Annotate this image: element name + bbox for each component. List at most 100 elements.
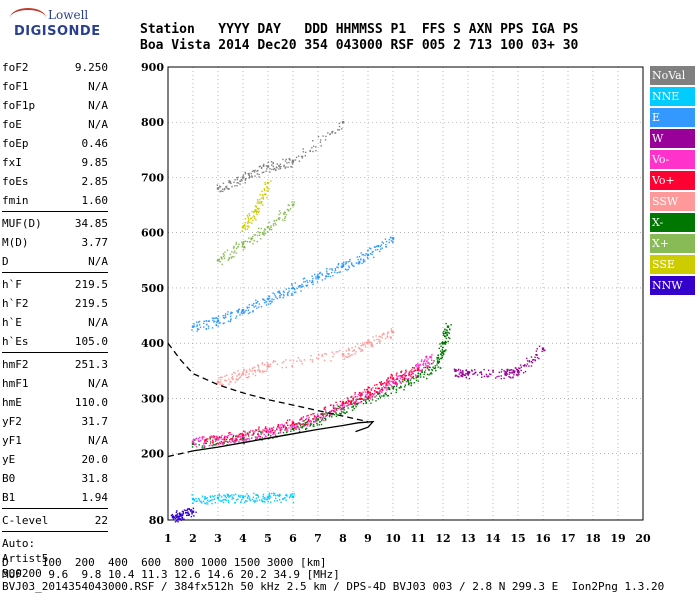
echo-dot — [487, 369, 490, 372]
echo-dot — [191, 494, 193, 496]
echo-dot — [176, 510, 178, 512]
echo-dot — [386, 382, 389, 384]
echo-dot — [213, 317, 215, 320]
echo-dot — [223, 255, 225, 258]
echo-dot — [283, 165, 285, 168]
echo-dot — [225, 436, 227, 438]
echo-dot — [336, 404, 338, 406]
x-tick-label: 20 — [635, 532, 651, 545]
echo-dot — [198, 320, 201, 323]
echo-dot — [217, 494, 219, 497]
echo-dot — [281, 424, 283, 426]
echo-dot — [413, 367, 415, 369]
echo-dot — [370, 402, 372, 404]
header-value-date: 2014 Dec20 — [218, 38, 297, 53]
echo-dot — [252, 373, 254, 375]
echo-dot — [273, 167, 276, 170]
echo-dot — [483, 375, 486, 378]
echo-dot — [447, 340, 449, 343]
echo-dot — [234, 437, 237, 440]
echo-dot — [342, 261, 345, 264]
echo-dot — [321, 273, 323, 275]
echo-dot — [265, 301, 268, 303]
param-key: fmin — [2, 194, 29, 207]
echo-dot — [223, 322, 225, 324]
echo-dot — [304, 428, 307, 431]
echo-dot — [195, 321, 198, 323]
echo-dot — [357, 258, 359, 261]
echo-dot — [371, 396, 373, 398]
echo-dot — [353, 265, 355, 267]
echo-dot — [269, 300, 272, 302]
header-label-axn: AXN — [468, 22, 493, 37]
echo-dot — [304, 423, 307, 425]
echo-dot — [378, 381, 381, 384]
echo-dot — [370, 342, 372, 344]
echo-dot — [492, 371, 494, 373]
echo-dot — [255, 437, 257, 439]
echo-dot — [402, 380, 404, 383]
echo-dot — [410, 381, 412, 384]
echo-dot — [338, 406, 341, 408]
echo-dot — [258, 306, 260, 308]
echo-dot — [255, 497, 258, 499]
echo-dot — [251, 237, 253, 240]
echo-dot — [222, 438, 224, 441]
echo-dot — [310, 281, 313, 284]
echo-dot — [371, 399, 374, 401]
echo-dot — [274, 222, 276, 225]
x-tick-label: 10 — [385, 532, 401, 545]
echo-dot — [375, 245, 378, 248]
echo-dot — [444, 332, 447, 335]
header-label-p1: P1 — [390, 22, 407, 37]
x-tick-label: 15 — [510, 532, 525, 545]
echo-dot — [442, 343, 444, 345]
echo-dot — [379, 392, 381, 395]
echo-dot — [237, 374, 240, 376]
echo-dot — [241, 439, 244, 442]
data-point — [266, 297, 270, 301]
echo-dot — [367, 386, 369, 388]
echo-dot — [222, 190, 224, 193]
echo-dot — [286, 429, 288, 431]
echo-dot — [243, 501, 246, 503]
echo-dot — [275, 166, 278, 168]
echo-dot — [346, 397, 349, 399]
echo-dot — [355, 400, 357, 403]
echo-dot — [288, 427, 290, 429]
divider — [2, 531, 108, 532]
echo-dot — [231, 256, 234, 258]
echo-dot — [248, 174, 250, 176]
echo-dot — [244, 179, 247, 181]
echo-dot — [225, 379, 227, 382]
echo-dot — [210, 499, 213, 501]
echo-dot — [328, 415, 331, 418]
echo-dot — [378, 342, 381, 344]
echo-dot — [232, 247, 235, 249]
echo-dot — [284, 217, 286, 219]
echo-dot — [242, 309, 245, 312]
echo-dot — [248, 499, 251, 501]
echo-dot — [286, 209, 289, 211]
divider — [2, 508, 108, 509]
echo-dot — [334, 269, 337, 271]
y-tick-label: 900 — [141, 61, 164, 74]
echo-dot — [438, 360, 441, 363]
echo-dot — [417, 364, 419, 366]
echo-dot — [364, 254, 366, 257]
echo-dot — [271, 428, 274, 430]
echo-dot — [237, 378, 240, 380]
echo-dot — [236, 185, 238, 187]
echo-dot — [400, 376, 402, 378]
echo-dot — [338, 407, 340, 410]
echo-dot — [284, 167, 286, 169]
echo-dot — [178, 512, 181, 514]
echo-dot — [517, 374, 519, 377]
echo-dot — [341, 406, 343, 409]
echo-dot — [259, 234, 261, 236]
data-point — [241, 176, 245, 179]
param-value: 251.3 — [74, 358, 108, 371]
x-tick-label: 3 — [214, 532, 222, 545]
echo-dot — [252, 302, 255, 305]
echo-dot — [201, 495, 204, 497]
